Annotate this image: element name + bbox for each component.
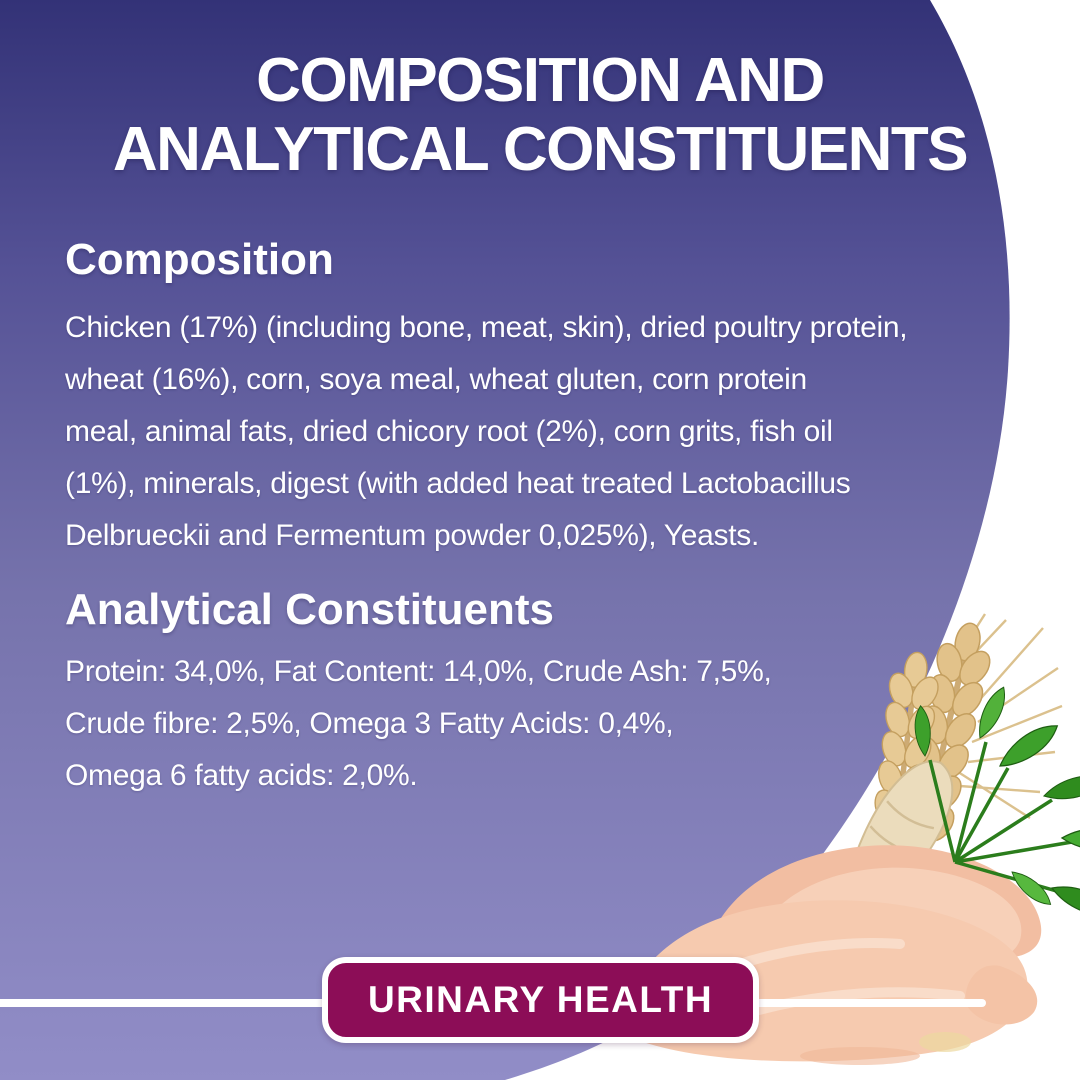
composition-heading: Composition xyxy=(65,235,334,284)
text-line: Delbrueckii and Fermentum powder 0,025%)… xyxy=(65,519,760,552)
text-line: (1%), minerals, digest (with added heat … xyxy=(65,467,851,500)
text-line: meal, animal fats, dried chicory root (2… xyxy=(65,415,833,448)
text-line: Protein: 34,0%, Fat Content: 14,0%, Crud… xyxy=(65,655,772,688)
text-line: Omega 6 fatty acids: 2,0%. xyxy=(65,759,418,792)
parsley-image xyxy=(912,683,1080,923)
text-line: Chicken (17%) (including bone, meat, ski… xyxy=(65,311,908,344)
purple-gradient-shape xyxy=(0,0,1010,1080)
urinary-health-badge: URINARY HEALTH xyxy=(322,957,759,1043)
composition-text: Chicken (17%) (including bone, meat, ski… xyxy=(65,302,908,562)
text-line: Crude fibre: 2,5%, Omega 3 Fatty Acids: … xyxy=(65,707,674,740)
page-title: COMPOSITION AND ANALYTICAL CONSTITUENTS xyxy=(0,46,1080,184)
page-title-line2: ANALYTICAL CONSTITUENTS xyxy=(112,115,969,184)
urinary-health-badge-label: URINARY HEALTH xyxy=(367,979,714,1020)
analytical-text: Protein: 34,0%, Fat Content: 14,0%, Crud… xyxy=(65,646,907,802)
content-area: Composition Chicken (17%) (including bon… xyxy=(65,235,908,802)
page-title-line1: COMPOSITION AND xyxy=(256,46,825,115)
text-line: wheat (16%), corn, soya meal, wheat glut… xyxy=(65,363,807,396)
analytical-heading: Analytical Constituents xyxy=(65,585,554,634)
